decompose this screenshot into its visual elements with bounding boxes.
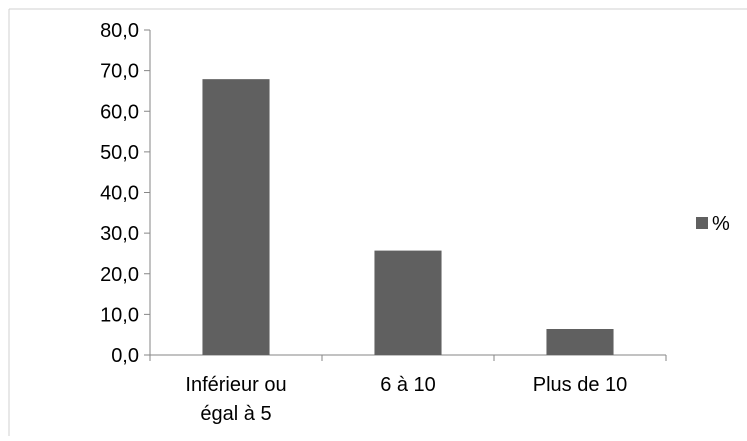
y-tick-label: 50,0	[100, 142, 139, 164]
legend-label: %	[712, 213, 730, 235]
x-category-label-line: égal à 5	[200, 403, 271, 425]
y-axis: 0,0 10,0 20,0 30,0 40,0 50,0 60,0 70,0 80,0	[100, 20, 151, 367]
x-category-label: 6 à 10	[380, 374, 436, 396]
y-tick-label: 30,0	[100, 223, 139, 245]
x-axis: Inférieur ou égal à 5 6 à 10 Plus de 10	[149, 354, 667, 425]
bar-1	[202, 79, 270, 355]
x-category-label: Inférieur ou égal à 5	[185, 374, 286, 425]
x-category-label-line: Plus de 10	[533, 374, 628, 396]
x-category-label-line: Inférieur ou	[185, 374, 286, 396]
bar-series	[202, 79, 614, 355]
legend-swatch	[696, 217, 708, 229]
y-tick-label: 60,0	[100, 101, 139, 123]
y-tick-label: 70,0	[100, 61, 139, 83]
y-tick-label: 40,0	[100, 183, 139, 205]
y-tick-label: 20,0	[100, 264, 139, 286]
y-tick-label: 0,0	[111, 345, 139, 367]
x-category-label-line: 6 à 10	[380, 374, 436, 396]
bar-2	[374, 250, 442, 355]
y-tick-label: 80,0	[100, 20, 139, 42]
legend: %	[696, 213, 730, 235]
x-category-label: Plus de 10	[533, 374, 628, 396]
bar-3	[546, 329, 614, 355]
y-tick-label: 10,0	[100, 304, 139, 326]
